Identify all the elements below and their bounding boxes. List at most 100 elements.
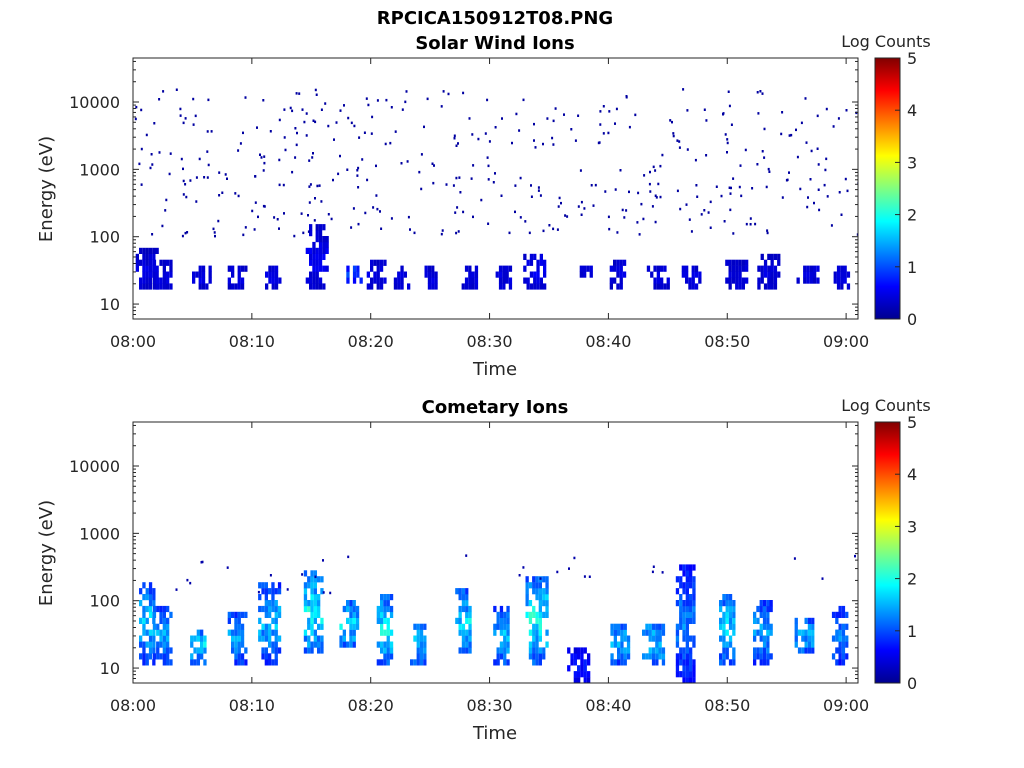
spectrogram-cell xyxy=(804,97,807,100)
spectrogram-cell xyxy=(583,575,586,578)
spectrogram-cell xyxy=(759,653,763,660)
spectrogram-cell xyxy=(661,629,666,636)
spectrogram-cell xyxy=(468,265,472,272)
spectrogram-cell xyxy=(189,581,192,585)
spectrogram-cell xyxy=(583,659,587,666)
spectrogram-cell xyxy=(765,185,768,189)
spectrogram-cell xyxy=(835,617,839,624)
spectrogram-cell xyxy=(274,271,279,278)
spectrogram-cell xyxy=(609,265,613,272)
spectrogram-cell xyxy=(461,600,466,607)
spectrogram-cell xyxy=(564,214,567,217)
spectrogram-cell xyxy=(274,647,278,654)
spectrogram-cell xyxy=(210,130,213,133)
spectrogram-cell xyxy=(722,629,726,636)
spectrogram-cell xyxy=(457,230,460,233)
spectrogram-cell xyxy=(258,629,262,636)
spectrogram-cell xyxy=(195,271,199,278)
spectrogram-cell xyxy=(692,671,696,678)
spectrogram-cell xyxy=(655,623,659,630)
spectrogram-cell xyxy=(274,588,278,595)
spectrogram-cell xyxy=(804,629,808,636)
spectrogram-cell xyxy=(813,265,817,272)
spectrogram-cell xyxy=(307,641,311,648)
spectrogram-cell xyxy=(156,641,160,648)
spectrogram-cell xyxy=(221,191,224,194)
spectrogram-cell xyxy=(646,265,651,272)
spectrogram-cell xyxy=(264,600,268,607)
spectrogram-cell xyxy=(769,629,773,636)
spectrogram-cell xyxy=(278,277,282,284)
spectrogram-cell xyxy=(380,600,384,607)
spectrogram-cell xyxy=(679,671,683,678)
spectrogram-cell xyxy=(420,187,423,191)
spectrogram-cell xyxy=(545,594,549,601)
spectrogram-cell xyxy=(804,635,808,642)
spectrogram-cell xyxy=(679,207,682,211)
spectrogram-cell xyxy=(608,227,611,231)
spectrogram-cell xyxy=(458,605,462,613)
spectrogram-cell xyxy=(682,647,686,654)
spectrogram-cell xyxy=(339,623,343,630)
spectrogram-cell xyxy=(383,647,387,654)
spectrogram-cell xyxy=(709,200,712,204)
spectrogram-cell xyxy=(773,283,778,290)
spectrogram-cell xyxy=(692,635,696,642)
spectrogram-cell xyxy=(653,277,657,284)
spectrogram-cell xyxy=(383,641,387,648)
spectrogram-cell xyxy=(379,277,384,284)
spectrogram-cell xyxy=(658,629,662,636)
spectrogram-cell xyxy=(499,605,504,613)
spectrogram-cell xyxy=(503,617,507,624)
spectrogram-cell xyxy=(335,121,338,124)
spectrogram-cell xyxy=(302,231,305,235)
spectrogram-cell xyxy=(289,106,292,110)
spectrogram-cell xyxy=(810,149,813,153)
spectrogram-cell xyxy=(725,259,729,266)
spectrogram-cell xyxy=(840,265,844,272)
spectrogram-cell xyxy=(587,659,591,666)
spectrogram-cell xyxy=(389,641,394,648)
spectrogram-cell xyxy=(145,271,149,278)
spectrogram-cell xyxy=(672,134,675,138)
spectrogram-cell xyxy=(656,271,660,278)
spectrogram-cell xyxy=(838,611,842,618)
spectrogram-cell xyxy=(139,247,143,254)
spectrogram-cell xyxy=(339,109,342,112)
spectrogram-cell xyxy=(458,647,462,654)
spectrogram-cell xyxy=(409,228,411,231)
spectrogram-cell xyxy=(675,671,680,678)
spectrogram-cell xyxy=(142,259,146,266)
spectrogram-cell xyxy=(807,623,812,630)
spectrogram-cell xyxy=(759,659,763,666)
spectrogram-cell xyxy=(309,271,313,278)
spectrogram-cell xyxy=(308,201,311,204)
spectrogram-cell xyxy=(226,566,229,569)
spectrogram-cell xyxy=(523,265,527,272)
spectrogram-cell xyxy=(658,623,662,630)
spectrogram-cell xyxy=(420,153,423,156)
spectrogram-cell xyxy=(190,653,194,660)
spectrogram-cell xyxy=(303,629,308,636)
spectrogram-cell xyxy=(424,265,428,272)
spectrogram-cell xyxy=(659,195,662,199)
spectrogram-cell xyxy=(320,200,323,203)
spectrogram-cell xyxy=(503,611,507,618)
spectrogram-cell xyxy=(816,265,820,272)
spectrogram-cell xyxy=(538,600,542,607)
spectrogram-cell xyxy=(142,611,146,618)
spectrogram-cell xyxy=(218,171,221,174)
spectrogram-cell xyxy=(756,605,760,613)
spectrogram-cell xyxy=(295,143,298,147)
spectrogram-cell xyxy=(152,623,157,630)
spectrogram-cell xyxy=(833,271,837,278)
colorbar-tick-label: 4 xyxy=(907,465,917,484)
spectrogram-cell xyxy=(370,277,374,284)
spectrogram-cell xyxy=(355,605,360,613)
spectrogram-cell xyxy=(545,629,549,636)
spectrogram-cell xyxy=(675,653,680,660)
spectrogram-cell xyxy=(474,265,479,272)
spectrogram-cell xyxy=(309,259,313,266)
spectrogram-cell xyxy=(801,635,805,642)
spectrogram-cell xyxy=(339,154,341,158)
